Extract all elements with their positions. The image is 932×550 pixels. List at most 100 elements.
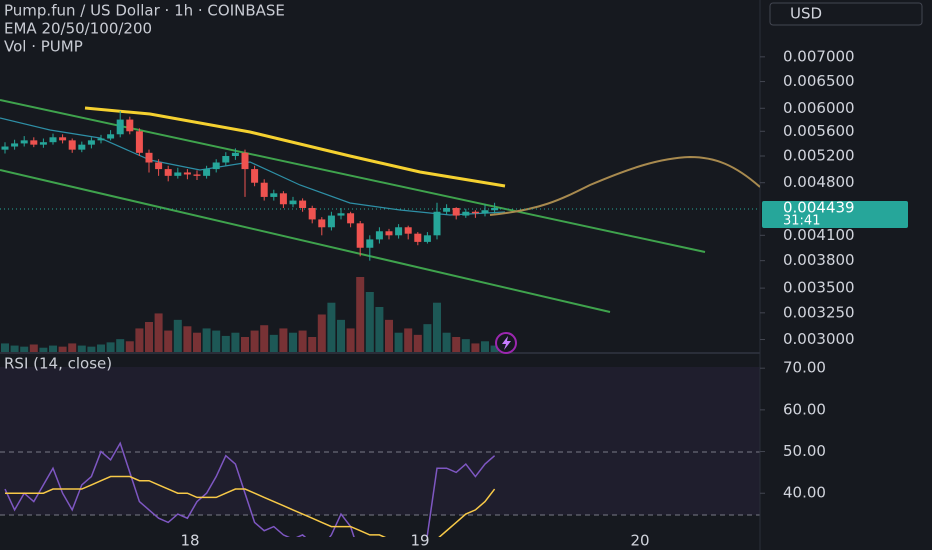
candle-body [270, 193, 278, 197]
volume-bar [260, 325, 269, 352]
candle-body [107, 134, 115, 139]
candle-body [203, 169, 211, 176]
volume-bar [49, 345, 57, 352]
indicator-legend: EMA 20/50/100/200 [4, 20, 152, 38]
volume-bar [135, 328, 144, 352]
candle-body [347, 213, 355, 224]
candle-body [308, 207, 316, 220]
candle-body [116, 119, 124, 135]
volume-bar [317, 314, 326, 352]
candle-body [39, 142, 47, 145]
candle-body [145, 152, 153, 163]
symbol-title: Pump.fun / US Dollar · 1h · COINBASE [4, 2, 285, 20]
event-bolt [502, 336, 511, 350]
volume-bar [308, 337, 317, 352]
volume-bar [356, 277, 365, 352]
candle-body [404, 227, 412, 234]
volume-layer [1, 277, 499, 352]
volume-bar [39, 347, 48, 352]
y-tick-label: 0.003000 [783, 330, 855, 348]
volume-bar [346, 328, 355, 352]
candle-body [78, 144, 86, 150]
y-tick-label: 0.006500 [783, 72, 855, 90]
candle-body [174, 172, 182, 176]
y-tick-label: 0.003250 [783, 303, 855, 321]
candle-body [155, 162, 163, 170]
y-tick-label: 0.005600 [783, 122, 855, 140]
candle-body [97, 138, 105, 141]
volume-bar [231, 332, 240, 352]
ema-line-slow [84, 106, 506, 188]
y-tick-label: 0.005200 [783, 147, 855, 165]
volume-bar [442, 332, 451, 352]
y-tick-label: 0.003800 [783, 251, 855, 269]
candle-body [183, 172, 191, 175]
candle-body [299, 200, 307, 208]
candle-body [279, 193, 287, 205]
indicator-legend: Vol · PUMP [4, 38, 83, 56]
y-tick-label: 0.007000 [783, 47, 855, 65]
x-tick-label: 20 [630, 532, 649, 550]
candle-body [87, 140, 95, 145]
volume-bar [279, 328, 288, 352]
candle-body [193, 174, 201, 176]
candle-body [318, 219, 326, 228]
candle-body [462, 211, 470, 216]
volume-bar [77, 345, 86, 352]
volume-bar [423, 324, 432, 352]
candle-body [49, 137, 57, 143]
rsi-line [4, 441, 496, 537]
y-tick-label: 0.004100 [783, 226, 855, 244]
volume-bar [87, 346, 96, 352]
volume-bar [29, 344, 38, 352]
candle-body [433, 211, 441, 236]
volume-bar [145, 322, 153, 352]
y-tick-label: 0.003500 [783, 279, 855, 297]
volume-bar [183, 326, 192, 352]
volume-bar [394, 332, 403, 352]
candle-body [423, 235, 431, 242]
candle-body [385, 231, 393, 236]
x-tick-label: 18 [180, 532, 199, 550]
volume-bar [433, 302, 441, 352]
candle-body [260, 182, 268, 197]
volume-bar [173, 319, 182, 352]
candle-body [443, 207, 451, 212]
countdown: 31:41 [783, 214, 820, 229]
volume-bar [250, 330, 259, 352]
candle-body [251, 169, 259, 183]
volume-bar [221, 335, 230, 352]
currency-box[interactable] [769, 2, 923, 26]
y-tick-label: 70.00 [783, 359, 826, 377]
candle-body [366, 239, 374, 248]
volume-bar [375, 307, 384, 352]
volume-bar [327, 302, 336, 352]
volume-bar [404, 328, 413, 352]
rsi-line [5, 475, 496, 537]
y-tick-label: 50.00 [783, 442, 826, 460]
candle-body [481, 210, 489, 214]
candle-body [135, 131, 143, 153]
volume-bar [10, 345, 19, 352]
last-price-badge [762, 201, 908, 228]
volume-bar [164, 330, 173, 352]
candle-body [375, 231, 383, 240]
channel-lower [0, 169, 611, 313]
y-tick-label: 60.00 [783, 400, 826, 418]
candle-body [241, 152, 249, 170]
candle-body [164, 169, 172, 176]
candle-layer [1, 111, 499, 261]
candle-body [414, 233, 422, 242]
candle-body [20, 140, 28, 144]
candle-body [471, 211, 479, 214]
candle-body [452, 207, 460, 216]
volume-bar [20, 346, 29, 352]
x-tick-label: 19 [410, 532, 429, 550]
candle-body [222, 156, 230, 163]
volume-bar [58, 346, 67, 352]
volume-bar [471, 343, 480, 352]
volume-bar [212, 330, 221, 352]
projection-path [489, 155, 760, 216]
